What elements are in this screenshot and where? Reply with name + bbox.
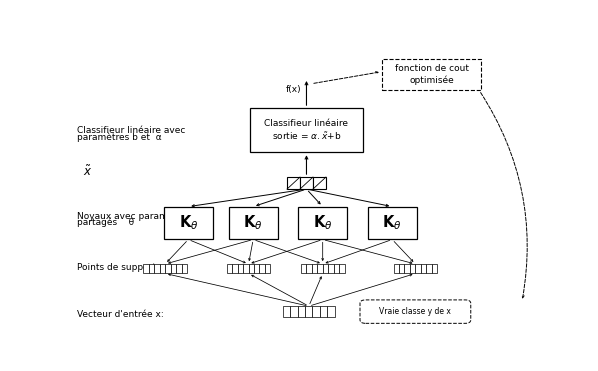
Text: $\mathbf{K}_\theta$: $\mathbf{K}_\theta$: [179, 214, 198, 232]
Bar: [301, 264, 306, 273]
Text: Noyaux avec paramètres: Noyaux avec paramètres: [77, 211, 191, 221]
Bar: [232, 264, 237, 273]
FancyBboxPatch shape: [360, 300, 471, 324]
Bar: [404, 264, 410, 273]
Bar: [416, 264, 421, 273]
Bar: [328, 264, 334, 273]
Text: f(x): f(x): [286, 85, 301, 94]
Bar: [144, 264, 149, 273]
Bar: [306, 264, 312, 273]
Bar: [382, 59, 481, 90]
Text: $\tilde{x}$: $\tilde{x}$: [83, 164, 93, 179]
Text: paramètres b et  α: paramètres b et α: [77, 132, 162, 142]
Bar: [287, 177, 300, 189]
Bar: [176, 264, 182, 273]
Text: Points de support:: Points de support:: [77, 263, 159, 272]
Bar: [432, 264, 437, 273]
Bar: [426, 264, 432, 273]
Bar: [227, 264, 232, 273]
Bar: [312, 264, 317, 273]
Bar: [410, 264, 416, 273]
Bar: [250, 108, 363, 152]
Bar: [368, 207, 417, 240]
Text: optimisée: optimisée: [409, 75, 454, 85]
Bar: [399, 264, 404, 273]
Bar: [317, 264, 323, 273]
Bar: [334, 264, 339, 273]
Bar: [298, 306, 305, 317]
Bar: [249, 264, 254, 273]
Bar: [323, 264, 328, 273]
Text: Classifieur linéaire: Classifieur linéaire: [264, 119, 349, 128]
Bar: [305, 306, 313, 317]
Bar: [283, 306, 290, 317]
Bar: [300, 177, 313, 189]
Bar: [313, 177, 326, 189]
Bar: [290, 306, 298, 317]
Bar: [154, 264, 160, 273]
Text: partagés    θ: partagés θ: [77, 217, 134, 227]
Text: Vraie classe y de x: Vraie classe y de x: [380, 307, 451, 316]
Text: Classifieur linéaire avec: Classifieur linéaire avec: [77, 126, 185, 135]
Bar: [339, 264, 344, 273]
Text: Vecteur d'entrée x:: Vecteur d'entrée x:: [77, 310, 164, 319]
Bar: [421, 264, 426, 273]
Bar: [160, 264, 165, 273]
Text: sortie = $\alpha.\tilde{x}$+b: sortie = $\alpha.\tilde{x}$+b: [271, 131, 341, 142]
Bar: [260, 264, 265, 273]
Bar: [393, 264, 399, 273]
Bar: [320, 306, 327, 317]
Bar: [298, 207, 347, 240]
Bar: [229, 207, 277, 240]
Text: $\mathbf{K}_\theta$: $\mathbf{K}_\theta$: [383, 214, 402, 232]
Bar: [170, 264, 176, 273]
Bar: [149, 264, 154, 273]
Bar: [164, 207, 213, 240]
Bar: [182, 264, 187, 273]
Bar: [313, 306, 320, 317]
Text: $\mathbf{K}_\theta$: $\mathbf{K}_\theta$: [243, 214, 263, 232]
Bar: [265, 264, 270, 273]
Text: $\mathbf{K}_\theta$: $\mathbf{K}_\theta$: [313, 214, 332, 232]
Text: fonction de cout: fonction de cout: [395, 64, 469, 73]
Bar: [237, 264, 243, 273]
Bar: [327, 306, 335, 317]
Bar: [254, 264, 260, 273]
Bar: [243, 264, 249, 273]
Bar: [165, 264, 170, 273]
